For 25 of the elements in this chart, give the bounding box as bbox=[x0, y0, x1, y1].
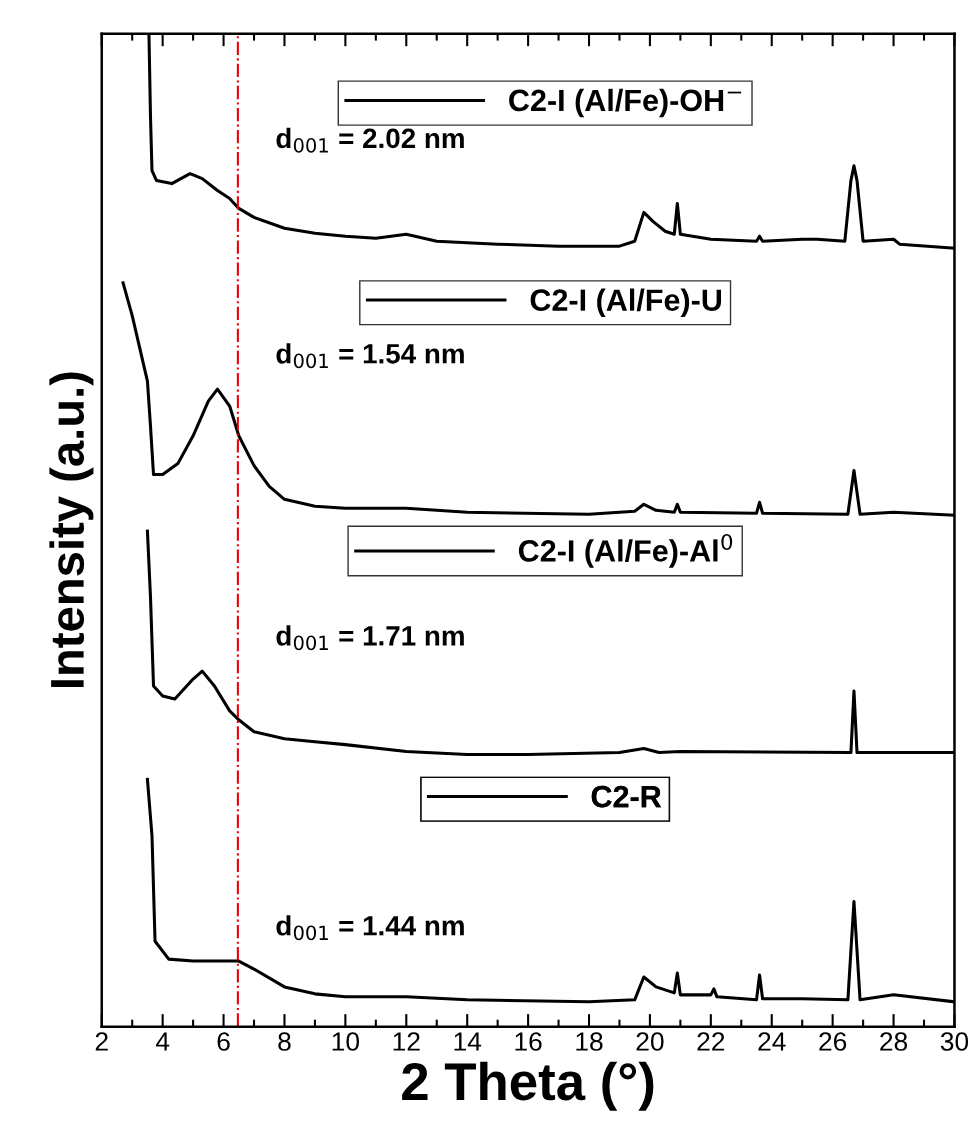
x-tick-label: 18 bbox=[576, 1032, 603, 1051]
legend-label: C2-I (Al/Fe)-OH$^{−}$ bbox=[509, 88, 742, 118]
x-tick-label: 30 bbox=[940, 1032, 969, 1051]
x-tick-label: 8 bbox=[278, 1032, 291, 1051]
x-tick-label: 2 bbox=[95, 1032, 108, 1051]
y-axis-title: Intensity (a.u.) bbox=[49, 372, 94, 688]
x-tick-label: 20 bbox=[636, 1032, 664, 1051]
annotation: d$_{001}$ = 1.71 nm bbox=[276, 625, 464, 651]
x-tick-label: 12 bbox=[393, 1032, 420, 1051]
annotation: d$_{001}$ = 1.44 nm bbox=[276, 915, 464, 941]
x-tick-label: 26 bbox=[819, 1032, 847, 1051]
x-tick-label: 10 bbox=[332, 1032, 360, 1051]
x-tick-label: 28 bbox=[880, 1032, 908, 1051]
x-tick-label: 16 bbox=[515, 1032, 542, 1051]
x-tick-label: 24 bbox=[758, 1032, 786, 1051]
x-tick-label: 6 bbox=[217, 1032, 230, 1051]
legend-label: C2-I (Al/Fe)-Al$^{0}$ bbox=[518, 533, 733, 568]
x-tick-label: 22 bbox=[697, 1032, 725, 1051]
annotation: d$_{001}$ = 1.54 nm bbox=[276, 343, 464, 369]
x-axis-title: 2 Theta (°) bbox=[402, 1061, 654, 1111]
x-tick-label: 14 bbox=[454, 1032, 482, 1051]
x-tick-label: 4 bbox=[155, 1032, 170, 1051]
annotation: d$_{001}$ = 2.02 nm bbox=[276, 127, 464, 153]
legend-label: C2-I (Al/Fe)-U bbox=[530, 288, 722, 317]
legend-label: C2-R bbox=[591, 785, 662, 808]
